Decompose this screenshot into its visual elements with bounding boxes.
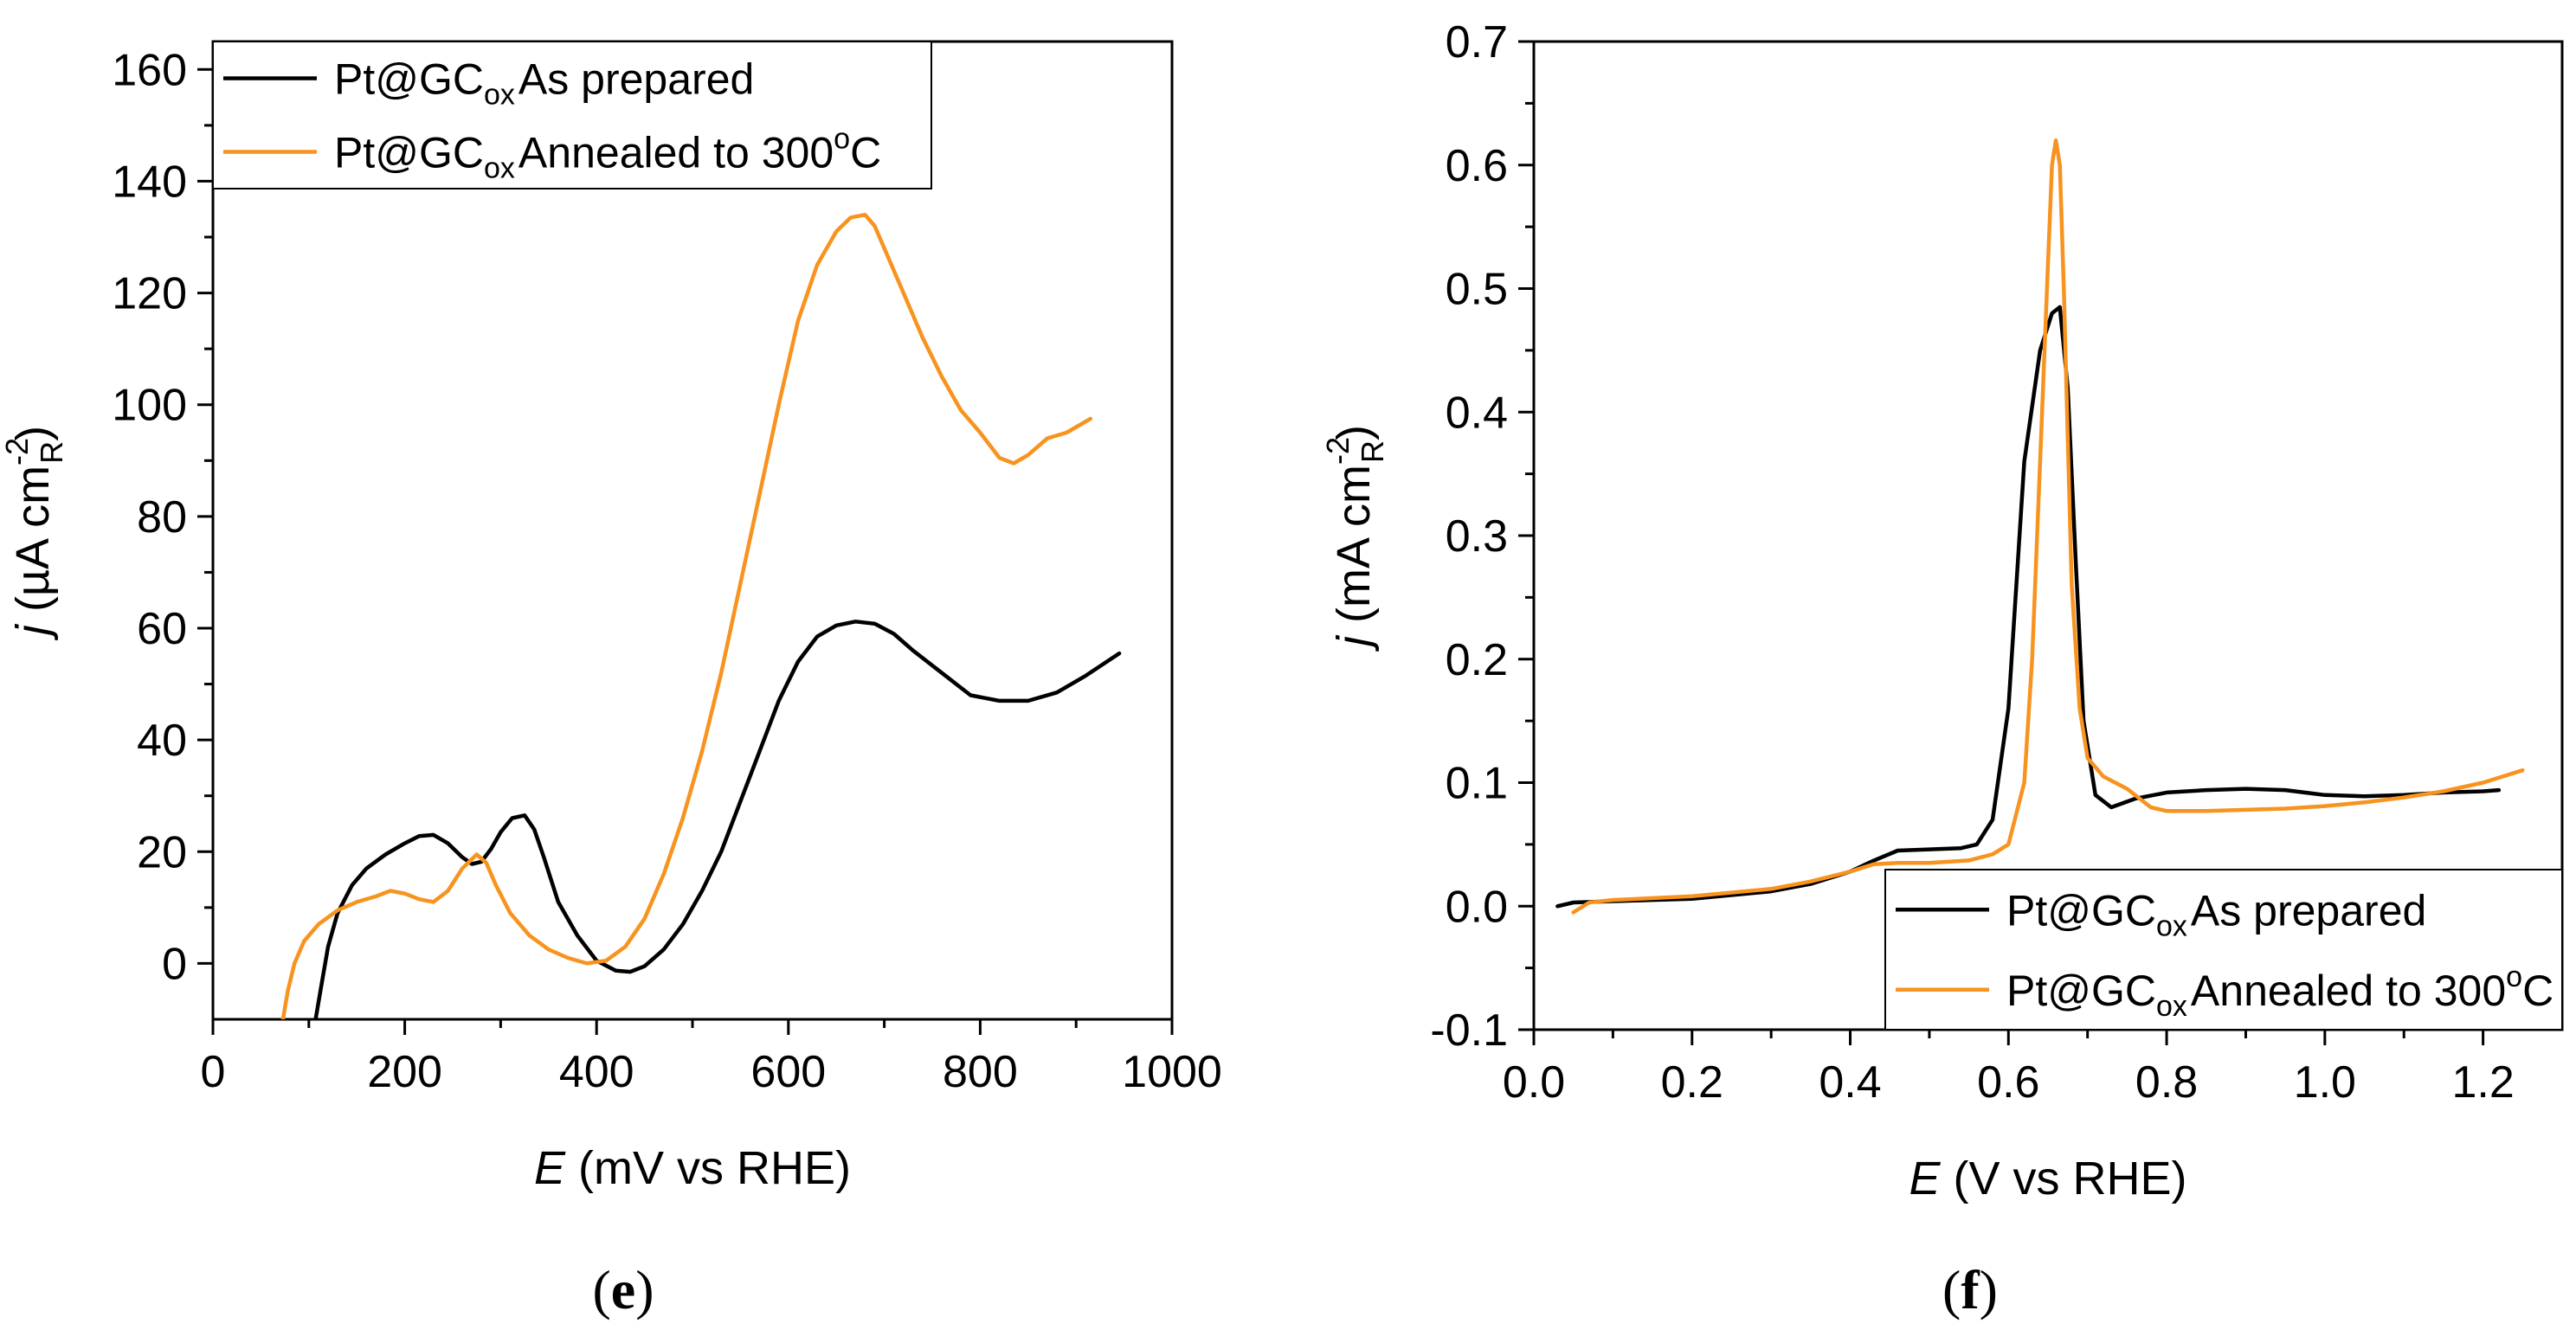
y-axis-title: j (µA cm-2R) (0, 426, 69, 641)
panel-label-letter: e (611, 1259, 635, 1320)
x-tick-label: 1000 (1122, 1047, 1222, 1097)
x-tick-label: 0.0 (1503, 1057, 1565, 1108)
y-axis-unit-close: ) (1328, 425, 1380, 440)
series-line-annealed (280, 212, 1093, 1019)
y-tick-label: 120 (112, 269, 187, 319)
legend-suffix: Annealed to 300 (518, 129, 834, 177)
legend-suffix: As prepared (518, 55, 754, 104)
y-tick-label: 0.5 (1446, 265, 1508, 315)
y-tick-label: 160 (112, 45, 187, 95)
panel-label-close: ) (1980, 1259, 1998, 1320)
x-tick-label: 0 (201, 1047, 226, 1097)
y-tick-label: 80 (137, 492, 187, 543)
series-line-as-prepared (1555, 305, 2502, 909)
y-tick-label: 60 (137, 604, 187, 654)
x-axis-var: E (1909, 1153, 1941, 1204)
legend-entry: Pt@GCoxAs prepared (334, 55, 754, 112)
legend-sub: ox (2156, 990, 2187, 1023)
y-axis-unit: (µA cm (7, 466, 59, 625)
y-axis-title: j (mA cm-2R) (1320, 425, 1390, 652)
x-tick-label: 0.4 (1819, 1057, 1881, 1108)
legend-sub: ox (484, 152, 515, 185)
y-tick-label: 100 (112, 381, 187, 431)
x-tick-label: 0.6 (1977, 1057, 2039, 1108)
y-axis-unit-sub: R (34, 441, 69, 464)
y-tick-label: 40 (137, 716, 187, 766)
y-tick-label: 0.6 (1446, 141, 1508, 191)
y-axis-unit-sub: R (1355, 440, 1390, 463)
x-tick-label: 0.8 (2135, 1057, 2198, 1108)
y-axis-var: j (7, 623, 59, 641)
legend-entry: Pt@GCoxAnnealed to 300oC (334, 123, 881, 185)
x-tick-label: 800 (943, 1047, 1018, 1097)
y-axis-unit: (mA cm (1328, 465, 1380, 636)
panel-label-letter: f (1961, 1259, 1980, 1320)
y-axis-unit-sup: -2 (0, 438, 35, 466)
legend-prefix: Pt@GC (334, 55, 484, 104)
x-axis-var: E (534, 1142, 566, 1194)
y-axis-var: j (1328, 634, 1380, 652)
x-tick-label: 200 (367, 1047, 442, 1097)
legend-end: C (2522, 967, 2553, 1015)
series-line-as-prepared (313, 620, 1122, 1019)
legend-prefix: Pt@GC (2006, 967, 2156, 1015)
chart-panel-e: 0 200 400 600 800 1000 0 20 40 60 80 100 120 140 160 E … (0, 40, 1222, 1320)
panel-label: (e) (592, 1259, 654, 1320)
y-tick-label: 0.7 (1446, 17, 1508, 67)
x-tick-label: 600 (750, 1047, 826, 1097)
x-axis-unit: (V vs RHE) (1941, 1153, 2187, 1204)
y-axis-unit-sup: -2 (1320, 437, 1356, 465)
legend-suffix: Annealed to 300 (2191, 967, 2506, 1015)
x-tick-label: 1.0 (2294, 1057, 2356, 1108)
y-tick-label: 0.4 (1446, 388, 1508, 438)
legend-sub: ox (2156, 909, 2187, 942)
panel-label-open: ( (1942, 1259, 1961, 1320)
legend-sup: o (2506, 960, 2522, 993)
y-axis-unit-close: ) (7, 426, 59, 441)
y-tick-label: 0.3 (1446, 511, 1508, 562)
legend-prefix: Pt@GC (334, 129, 484, 177)
legend-box (212, 41, 932, 189)
legend-entry: Pt@GCoxAs prepared (2006, 886, 2426, 942)
legend-end: C (850, 129, 881, 177)
series-line-annealed (1571, 138, 2525, 915)
x-tick-label: 1.2 (2451, 1057, 2514, 1108)
x-axis-title: E (V vs RHE) (1909, 1153, 2186, 1204)
y-tick-label: 0.2 (1446, 635, 1508, 685)
chart-panel-f: 0.0 0.2 0.4 0.6 0.8 1.0 1.2-0.10.00.10.20.30.4… (1320, 17, 2564, 1320)
y-tick-label: 140 (112, 157, 187, 207)
y-tick-label: 0.1 (1446, 759, 1508, 809)
panel-label-open: ( (592, 1259, 610, 1320)
legend-sub: ox (484, 79, 515, 112)
panel-label-close: ) (635, 1259, 654, 1320)
x-axis-unit: (mV vs RHE) (565, 1142, 851, 1194)
legend-suffix: As prepared (2191, 886, 2426, 935)
legend-prefix: Pt@GC (2006, 886, 2156, 935)
x-axis-title: E (mV vs RHE) (534, 1142, 851, 1194)
x-tick-label: 0.2 (1661, 1057, 1723, 1108)
legend-entry: Pt@GCoxAnnealed to 300oC (2006, 960, 2553, 1023)
legend-sup: o (834, 123, 850, 156)
legend-box (1884, 869, 2563, 1031)
x-tick-label: 400 (559, 1047, 634, 1097)
y-tick-label: 20 (137, 827, 187, 877)
panel-label: (f) (1942, 1259, 1998, 1320)
y-tick-label: -0.1 (1430, 1005, 1508, 1056)
y-tick-label: 0 (162, 939, 187, 989)
y-tick-label: 0.0 (1446, 882, 1508, 932)
